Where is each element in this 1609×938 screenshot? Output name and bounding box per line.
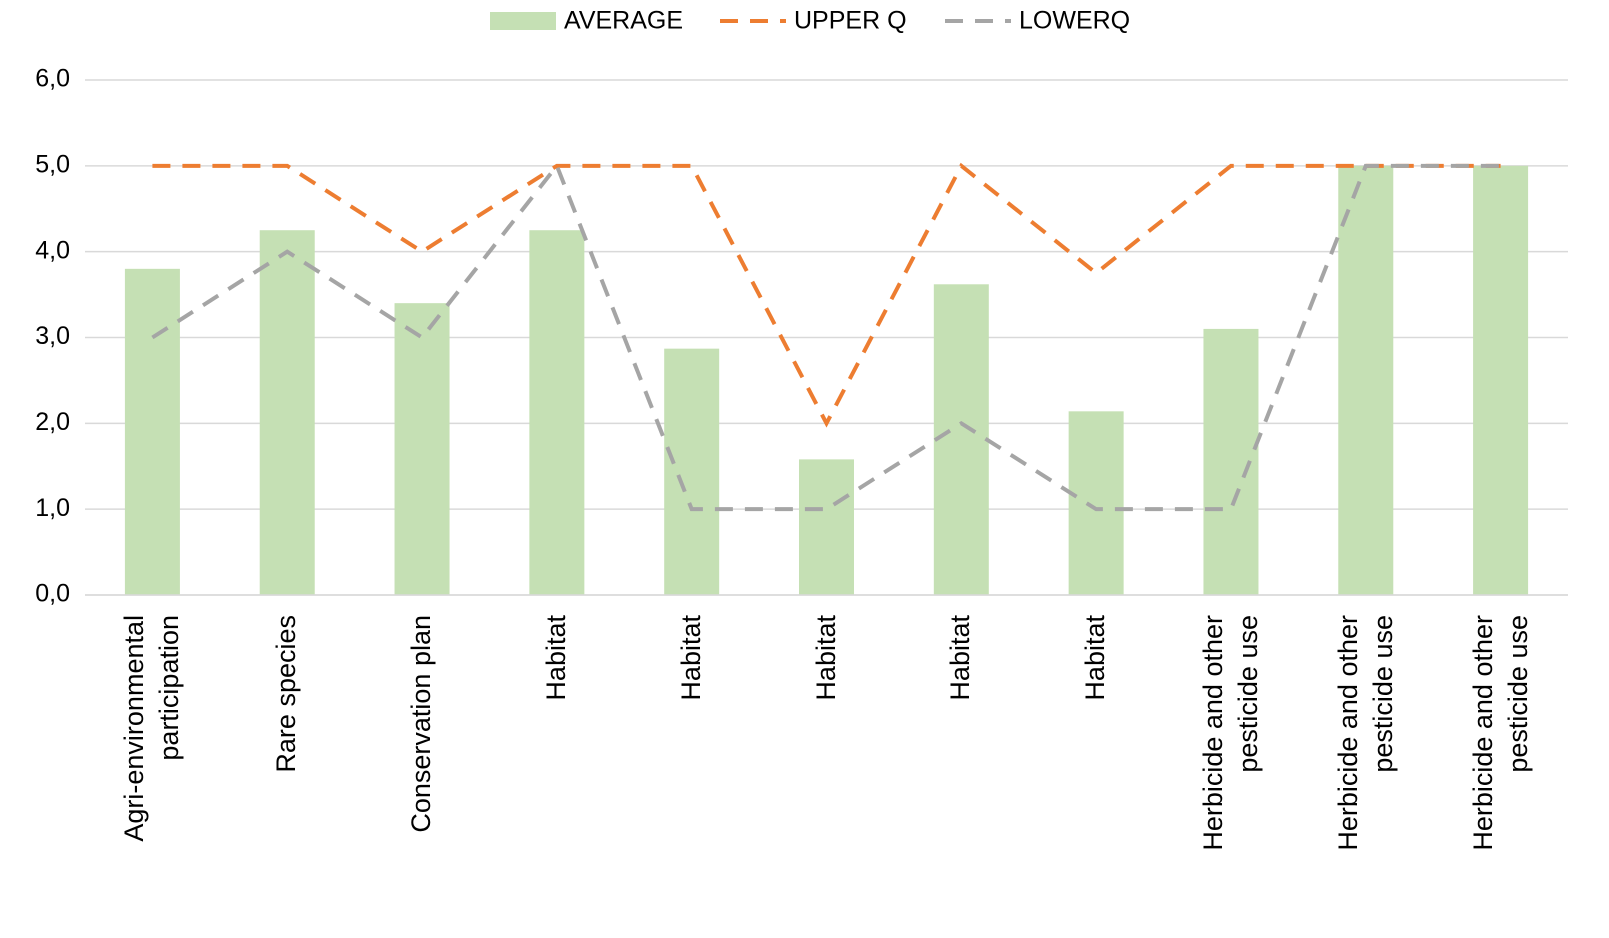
x-tick-label: Herbicide and other pesticide use bbox=[1197, 615, 1263, 851]
x-tick-label: Habitat bbox=[945, 615, 976, 701]
bar bbox=[664, 348, 720, 595]
bar bbox=[1338, 165, 1394, 596]
y-tick-label: 5,0 bbox=[35, 150, 70, 178]
legend-label: LOWERQ bbox=[1019, 7, 1130, 35]
bar bbox=[529, 230, 585, 596]
bar bbox=[124, 268, 180, 595]
x-tick-label: Agri-environmental participation bbox=[119, 615, 185, 842]
legend-swatch bbox=[490, 12, 556, 30]
bar bbox=[394, 303, 450, 595]
x-tick-label: Conservation plan bbox=[406, 615, 437, 833]
bar bbox=[933, 284, 989, 595]
x-tick-label: Herbicide and other pesticide use bbox=[1332, 615, 1398, 851]
y-tick-label: 2,0 bbox=[35, 408, 70, 436]
x-tick-label: Habitat bbox=[541, 615, 572, 701]
x-tick-label: Habitat bbox=[676, 615, 707, 701]
x-tick-label: Rare species bbox=[271, 615, 302, 773]
x-tick-label: Habitat bbox=[1080, 615, 1111, 701]
bar bbox=[799, 459, 854, 595]
bar bbox=[1473, 165, 1529, 596]
x-tick-label: Herbicide and other pesticide use bbox=[1467, 615, 1533, 851]
legend-label: UPPER Q bbox=[794, 7, 907, 35]
y-tick-label: 4,0 bbox=[35, 236, 70, 264]
y-tick-label: 0,0 bbox=[35, 580, 70, 608]
bar bbox=[1068, 411, 1124, 595]
bar bbox=[259, 230, 315, 596]
dashed-line bbox=[152, 162, 1501, 428]
y-tick-label: 3,0 bbox=[35, 322, 70, 350]
legend-label: AVERAGE bbox=[564, 7, 683, 35]
y-tick-label: 6,0 bbox=[35, 65, 70, 93]
y-tick-label: 1,0 bbox=[35, 494, 70, 522]
x-tick-label: Habitat bbox=[810, 615, 841, 701]
